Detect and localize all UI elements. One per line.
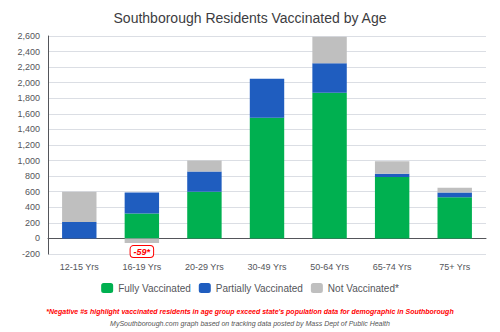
svg-text:600: 600 [25,187,40,197]
svg-text:1,000: 1,000 [17,156,40,166]
svg-text:400: 400 [25,202,40,212]
svg-text:2,000: 2,000 [17,78,40,88]
svg-text:Partially Vaccinated: Partially Vaccinated [216,283,303,294]
svg-text:200: 200 [25,218,40,228]
svg-text:1,200: 1,200 [17,140,40,150]
svg-text:30-49 Yrs: 30-49 Yrs [248,262,287,272]
svg-text:12-15 Yrs: 12-15 Yrs [60,262,99,272]
svg-text:75+ Yrs: 75+ Yrs [439,262,471,272]
svg-text:2,400: 2,400 [17,47,40,57]
svg-text:Not Vaccinated*: Not Vaccinated* [328,283,399,294]
svg-text:1,600: 1,600 [17,109,40,119]
svg-text:-59*: -59* [134,247,151,257]
svg-text:20-29 Yrs: 20-29 Yrs [185,262,224,272]
svg-text:MySouthborough.com graph based: MySouthborough.com graph based on tracki… [110,320,390,328]
svg-text:1,400: 1,400 [17,124,40,134]
svg-text:0: 0 [35,233,40,243]
svg-text:*Negative #s highlight vaccina: *Negative #s highlight vaccinated reside… [46,308,453,316]
svg-text:2,200: 2,200 [17,62,40,72]
svg-text:65-74 Yrs: 65-74 Yrs [373,262,412,272]
svg-text:16-19 Yrs: 16-19 Yrs [122,262,161,272]
svg-text:Fully Vaccinated: Fully Vaccinated [118,283,191,294]
svg-text:Southborough Residents Vaccina: Southborough Residents Vaccinated by Age [114,10,387,26]
svg-text:800: 800 [25,171,40,181]
svg-text:1,800: 1,800 [17,93,40,103]
svg-text:-200: -200 [22,249,40,259]
svg-text:50-64 Yrs: 50-64 Yrs [310,262,349,272]
svg-text:2,600: 2,600 [17,31,40,41]
